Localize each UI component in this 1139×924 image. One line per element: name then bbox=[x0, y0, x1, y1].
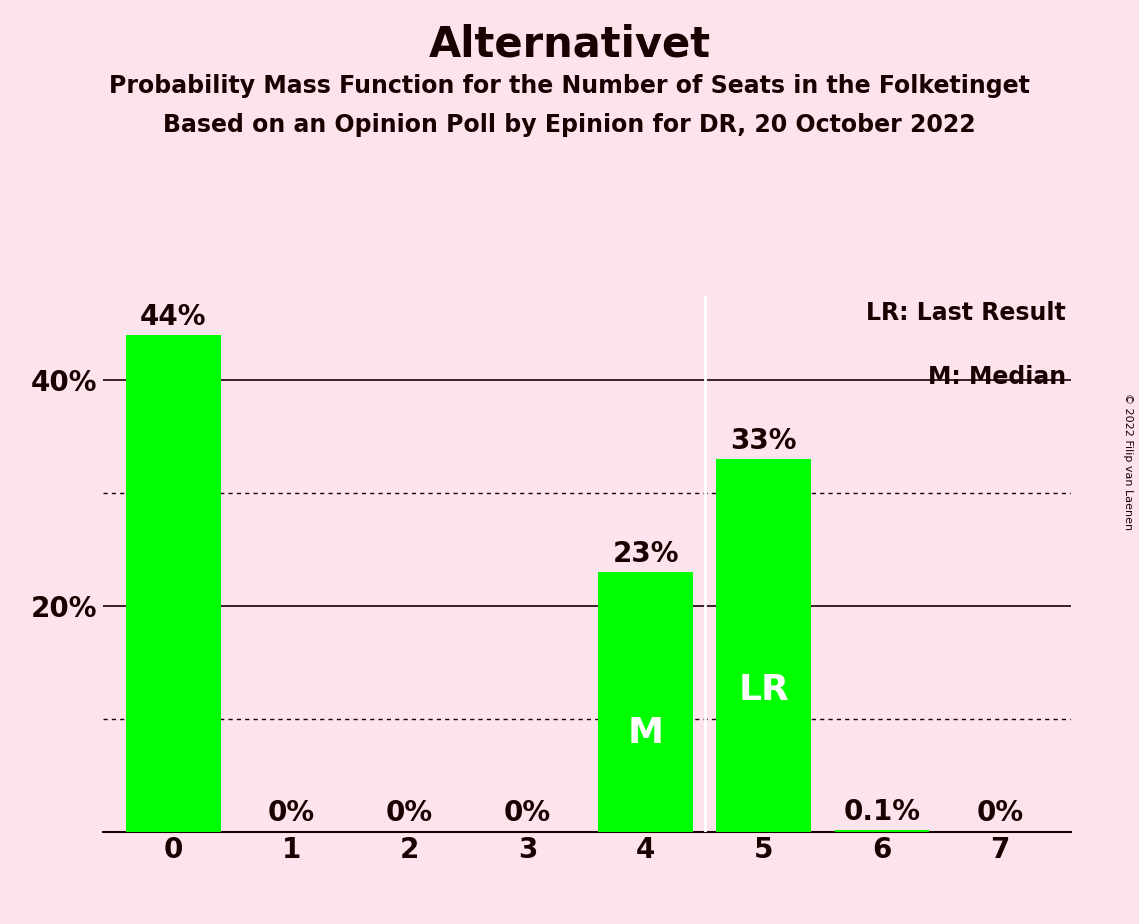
Text: M: Median: M: Median bbox=[927, 365, 1066, 389]
Bar bbox=[835, 831, 929, 832]
Text: 0%: 0% bbox=[976, 799, 1023, 827]
Text: 0%: 0% bbox=[503, 799, 551, 827]
Text: LR: Last Result: LR: Last Result bbox=[866, 301, 1066, 325]
Text: LR: LR bbox=[738, 673, 789, 707]
Text: Probability Mass Function for the Number of Seats in the Folketinget: Probability Mass Function for the Number… bbox=[109, 74, 1030, 98]
Text: © 2022 Filip van Laenen: © 2022 Filip van Laenen bbox=[1123, 394, 1133, 530]
Text: 0.1%: 0.1% bbox=[843, 798, 920, 826]
Text: 44%: 44% bbox=[140, 303, 206, 331]
Text: 33%: 33% bbox=[730, 427, 797, 455]
Text: 0%: 0% bbox=[386, 799, 433, 827]
Bar bbox=[598, 572, 693, 832]
Bar bbox=[716, 459, 811, 832]
Text: 23%: 23% bbox=[613, 540, 679, 567]
Text: M: M bbox=[628, 716, 664, 750]
Text: 0%: 0% bbox=[268, 799, 316, 827]
Text: Based on an Opinion Poll by Epinion for DR, 20 October 2022: Based on an Opinion Poll by Epinion for … bbox=[163, 113, 976, 137]
Bar bbox=[126, 335, 221, 832]
Text: Alternativet: Alternativet bbox=[428, 23, 711, 65]
